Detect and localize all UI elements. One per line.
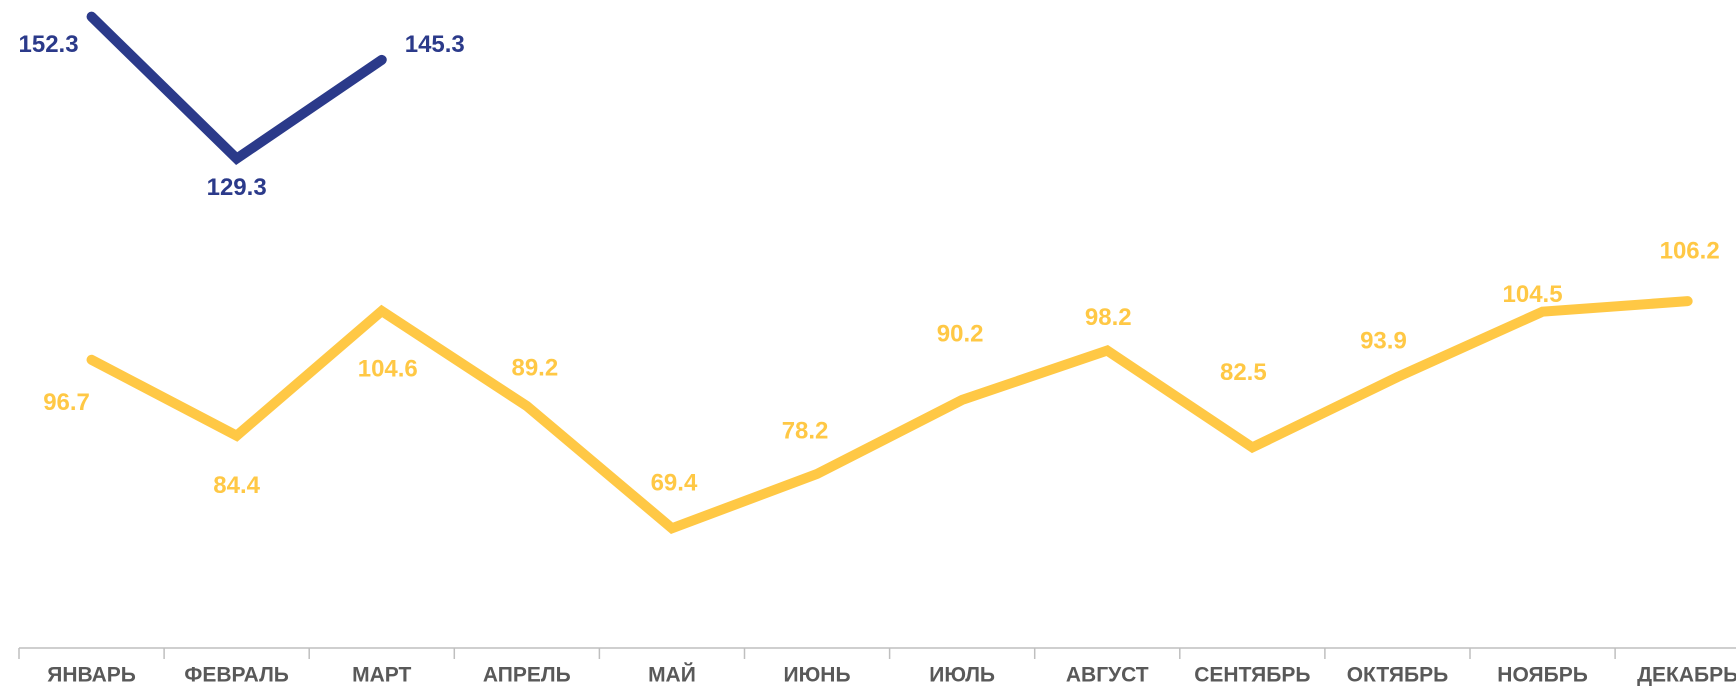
data-label: 106.2 (1660, 238, 1720, 265)
x-tick-label: ИЮНЬ (784, 664, 851, 687)
line-series (86, 11, 387, 166)
data-label: 145.3 (405, 31, 465, 58)
x-tick-label: ЯНВАРЬ (47, 664, 136, 687)
x-tick-label: ФЕВРАЛЬ (184, 664, 289, 687)
data-label: 152.3 (19, 31, 79, 58)
x-tick-label: ОКТЯБРЬ (1347, 664, 1449, 687)
x-tick-label: МАЙ (648, 663, 696, 687)
data-label: 90.2 (937, 320, 984, 347)
x-tick-label: СЕНТЯБРЬ (1194, 664, 1310, 687)
x-tick-label: ИЮЛЬ (929, 664, 995, 687)
data-label: 84.4 (213, 472, 260, 499)
x-tick-label: НОЯБРЬ (1497, 664, 1588, 687)
data-label: 93.9 (1360, 327, 1407, 354)
data-label: 78.2 (782, 417, 829, 444)
data-label: 82.5 (1220, 359, 1267, 386)
data-label: 89.2 (511, 354, 558, 381)
x-tick-label: ДЕКАБРЬ (1637, 664, 1736, 687)
line-series (86, 296, 1693, 534)
data-label: 129.3 (207, 174, 267, 201)
x-tick-label: АВГУСТ (1066, 664, 1149, 687)
data-label: 104.5 (1503, 281, 1563, 308)
data-label: 96.7 (43, 389, 90, 416)
data-label: 104.6 (358, 355, 418, 382)
data-label: 69.4 (651, 470, 698, 497)
x-tick-label: АПРЕЛЬ (483, 664, 571, 687)
data-label: 98.2 (1085, 304, 1132, 331)
x-tick-label: МАРТ (352, 664, 411, 687)
